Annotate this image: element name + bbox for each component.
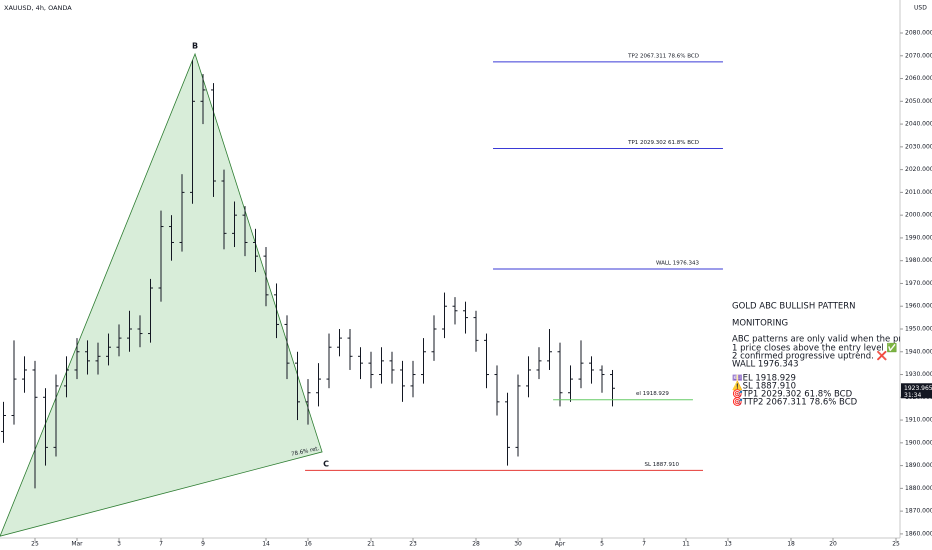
y-tick-label: 1900.000 [905, 439, 932, 446]
annotation-line: ABC patterns are only valid when the pri… [732, 335, 932, 345]
y-tick-label: 1930.000 [905, 371, 932, 378]
annotation-line: 1 price closes above the entry level ✅ [732, 343, 897, 354]
y-tick-label: 2020.000 [905, 166, 932, 173]
annotation-line: 💷EL 1918.929 [732, 374, 796, 384]
pattern-note: 78.6% ret. [291, 446, 321, 458]
y-tick-label: 1860.000 [905, 530, 932, 537]
x-tick-label: 11 [682, 541, 690, 548]
pattern-label: C [323, 459, 329, 468]
annotation-line: WALL 1976.343 [732, 360, 799, 370]
y-tick-label: 1960.000 [905, 303, 932, 310]
countdown-label: 31:34 [904, 392, 921, 399]
annotation-line: ⚠️SL 1887.910 [732, 381, 796, 392]
y-tick-label: 2070.000 [905, 52, 932, 59]
chart-title: XAUUSD, 4h, OANDA [4, 4, 72, 12]
x-tick-label: 3 [117, 541, 121, 548]
annotation-line: MONITORING [732, 319, 788, 329]
y-tick-label: 2000.000 [905, 212, 932, 219]
annotation-line: 2 confirmed progressive uptrend. ❌ [732, 351, 888, 362]
x-tick-label: 28 [472, 541, 480, 548]
pattern-label: B [192, 41, 198, 50]
y-tick-label: 1870.000 [905, 508, 932, 515]
y-tick-label: 2080.000 [905, 30, 932, 37]
x-tick-label: 16 [304, 541, 312, 548]
y-tick-label: 1950.000 [905, 325, 932, 332]
level-label: WALL 1976.343 [656, 261, 700, 267]
y-tick-label: 1940.000 [905, 348, 932, 355]
axes: 1860.000 1870.000 1880.000 1890.000 1900.000… [31, 30, 932, 548]
y-tick-label: 2010.000 [905, 189, 932, 196]
y-tick-label: 1880.000 [905, 485, 932, 492]
x-tick-label: Mar [71, 541, 83, 548]
x-tick-label: 25 [31, 541, 39, 548]
y-tick-label: 1890.000 [905, 462, 932, 469]
y-tick-label: 1980.000 [905, 257, 932, 264]
x-tick-label: Apr [555, 541, 566, 548]
level-label: TP1 2029.302 61.8% BCD [627, 140, 699, 146]
y-tick-label: 2040.000 [905, 121, 932, 128]
y-axis-label: USD [914, 5, 927, 12]
x-tick-label: 5 [600, 541, 604, 548]
y-tick-label: 1910.000 [905, 417, 932, 424]
last-price-box [901, 383, 932, 399]
x-tick-label: 14 [262, 541, 270, 548]
y-tick-label: 1990.000 [905, 234, 932, 241]
level-label: SL 1887.910 [644, 462, 679, 468]
x-tick-label: 30 [514, 541, 522, 548]
level-label: el 1918.929 [636, 391, 669, 397]
annotation-line: GOLD ABC BULLISH PATTERN [732, 302, 856, 312]
x-tick-label: 7 [159, 541, 163, 548]
x-tick-label: 25 [892, 541, 900, 548]
plot: B C78.6% ret. TP2 2067.311 78.6% BCD TP1 20… [0, 41, 932, 537]
level-label: TP2 2067.311 78.6% BCD [627, 53, 699, 59]
x-tick-label: 23 [409, 541, 417, 548]
y-tick-label: 1970.000 [905, 280, 932, 287]
annotation-line: 🎯TP1 2029.302 61.8% BCD [732, 389, 853, 400]
y-tick-label: 2050.000 [905, 98, 932, 105]
x-tick-label: 13 [724, 541, 732, 548]
x-tick-label: 21 [367, 541, 375, 548]
x-tick-label: 7 [642, 541, 646, 548]
y-tick-label: 2030.000 [905, 143, 932, 150]
x-tick-label: 20 [829, 541, 837, 548]
x-tick-label: 9 [201, 541, 205, 548]
last-price-label: 1923.965 [904, 385, 932, 392]
annotation-line: 🎯TTP2 2067.311 78.6% BCD [732, 397, 858, 408]
x-tick-label: 18 [787, 541, 795, 548]
y-tick-label: 2060.000 [905, 75, 932, 82]
